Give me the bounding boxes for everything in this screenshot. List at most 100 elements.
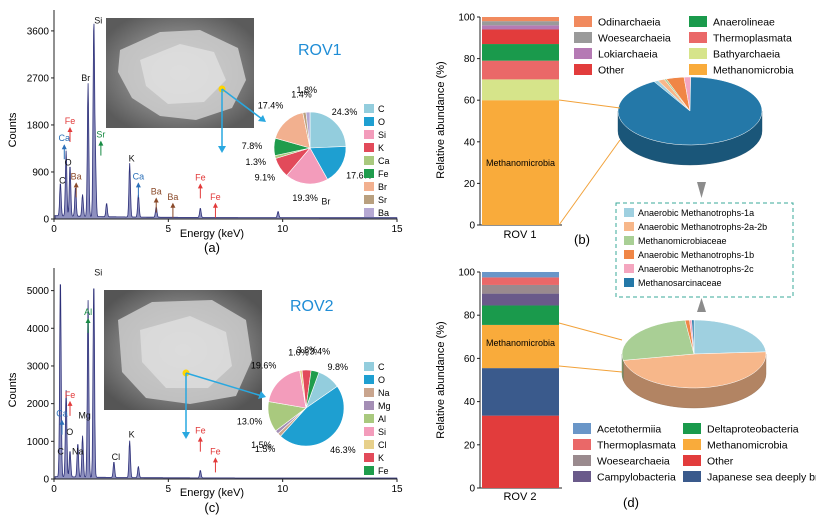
spectrum-c: 0 1000 2000 3000 4000 5000 0 5 10 15 Si Al Fe Ca Mg O K N… bbox=[27, 267, 403, 495]
bar-segment-other bbox=[482, 29, 559, 45]
bar-b-ylabel: Relative abundance (%) bbox=[435, 61, 447, 178]
sem-image-rov1 bbox=[106, 18, 254, 128]
legend-label: O bbox=[378, 375, 385, 385]
y-tick-label: 0 bbox=[43, 475, 49, 486]
legend-swatch bbox=[624, 208, 634, 217]
legend-label: Mg bbox=[378, 401, 391, 411]
legend-label: Methanosarcinaceae bbox=[638, 278, 722, 288]
peak-label: Ba bbox=[151, 187, 162, 197]
y-tick-label: 900 bbox=[32, 167, 49, 178]
legend-label: K bbox=[378, 143, 384, 153]
legend-swatch bbox=[624, 250, 634, 259]
pie-slice-si bbox=[286, 147, 328, 185]
bar-segment-woesearchaeia bbox=[482, 284, 559, 294]
legend-swatch bbox=[364, 414, 374, 423]
pie-value-label: 19.3% bbox=[292, 193, 318, 203]
legend-label: C bbox=[378, 104, 385, 114]
pie3d-slice-methanomicrobiaceae bbox=[621, 320, 695, 361]
methanotroph-legend: Anaerobic Methanotrophs-1a Anaerobic Meth… bbox=[615, 182, 794, 312]
legend-label: Ba bbox=[378, 208, 389, 218]
legend-label: Japanese sea deeply branching clade 1 bbox=[707, 472, 816, 484]
peak-label: Fe bbox=[65, 116, 76, 126]
connector-line bbox=[558, 99, 621, 109]
legend-swatch bbox=[624, 264, 634, 273]
peak-arrowhead bbox=[67, 400, 73, 406]
legend-swatch bbox=[364, 375, 374, 384]
peak-label: Fe bbox=[195, 172, 206, 182]
legend-label: Acetothermiia bbox=[597, 424, 661, 436]
bar-inner-label: Methanomicrobia bbox=[486, 158, 555, 168]
connector-line bbox=[558, 365, 623, 373]
legend-label: Si bbox=[378, 130, 386, 140]
arrow-up bbox=[697, 298, 706, 312]
pie-slice-c bbox=[309, 111, 347, 149]
y-tick-label: 1800 bbox=[27, 120, 50, 131]
legend-swatch bbox=[364, 104, 374, 113]
panel-d-label: (d) bbox=[623, 495, 639, 510]
bar-b-category: ROV 1 bbox=[503, 229, 536, 241]
legend-label: Anaerobic Methanotrophs-2c bbox=[638, 264, 754, 274]
legend-swatch bbox=[689, 32, 707, 43]
pie-value-label: 7.8% bbox=[242, 141, 263, 151]
legend-swatch bbox=[364, 130, 374, 139]
legend-label: Ca bbox=[378, 156, 390, 166]
legend-label: Si bbox=[378, 427, 386, 437]
y-tick-label: 2700 bbox=[27, 73, 50, 84]
peak-label: Br bbox=[321, 196, 330, 206]
pie-value-label: 9.1% bbox=[255, 173, 276, 183]
pie-c: 9.8% 46.3% 1.5%1.5% 13.0% 19.6% 1.0%3.8%3.4% bbox=[237, 345, 356, 455]
pie3d-slice-methanosarcinaceae bbox=[617, 76, 763, 146]
y-tick-label: 100 bbox=[458, 268, 475, 279]
y-tick-label: 3600 bbox=[27, 26, 50, 37]
peak-label: Fe bbox=[210, 192, 221, 202]
legend-label: Other bbox=[598, 65, 625, 77]
legend-label: Fe bbox=[378, 169, 389, 179]
peak-label: Mg bbox=[78, 411, 91, 421]
legend-label: O bbox=[378, 117, 385, 127]
legend-swatch bbox=[364, 156, 374, 165]
legend-label: Methanomicrobia bbox=[707, 440, 788, 452]
legend-swatch bbox=[683, 471, 701, 482]
legend-label: K bbox=[378, 453, 384, 463]
arrows-rov1 bbox=[218, 88, 266, 153]
legend-label: Campylobacteria bbox=[597, 472, 676, 484]
peak-arrowhead bbox=[67, 126, 73, 132]
legend-label: Woesearchaeia bbox=[597, 456, 670, 468]
spectrum-c-xlabel: Energy (keV) bbox=[180, 487, 244, 499]
pie-value-label: 17.6% bbox=[346, 170, 372, 180]
legend-label: Deltaproteobacteria bbox=[707, 424, 799, 436]
bar-segment-methanomicrobia bbox=[482, 324, 559, 369]
connector-line bbox=[558, 322, 623, 341]
y-tick-label: 60 bbox=[464, 96, 476, 107]
pie-value-label: 19.6% bbox=[251, 360, 277, 370]
y-tick-label: 80 bbox=[464, 311, 476, 322]
pie-value-label: 24.3% bbox=[332, 107, 358, 117]
peak-label: Si bbox=[94, 267, 102, 277]
peak-label: Ba bbox=[167, 192, 178, 202]
legend-swatch bbox=[364, 401, 374, 410]
pie-value-label: 1.3% bbox=[246, 157, 267, 167]
peak-label: Fe bbox=[195, 426, 206, 436]
legend-label: Other bbox=[707, 456, 734, 468]
legend-label: C bbox=[378, 362, 385, 372]
peak-label: Na bbox=[72, 446, 84, 456]
bar-d-category: ROV 2 bbox=[503, 491, 536, 503]
spectrum-c-ylabel: Counts bbox=[7, 372, 19, 407]
bar-d: 0 20 40 60 80 100 Methanomicrobia bbox=[458, 268, 562, 495]
y-tick-label: 100 bbox=[458, 13, 475, 24]
peak-label: Fe bbox=[65, 390, 76, 400]
legend-swatch bbox=[364, 169, 374, 178]
pie3d-d bbox=[558, 319, 767, 409]
peak-label: Ca bbox=[133, 171, 145, 181]
peak-arrowhead bbox=[85, 317, 91, 323]
legend-swatch bbox=[364, 195, 374, 204]
pie3d-slice-anaerobic-methanotrophs-2a-2b bbox=[622, 351, 767, 389]
legend-label: Anaerobic Methanotrophs-1a bbox=[638, 208, 754, 218]
x-tick-label: 10 bbox=[277, 484, 289, 495]
legend-swatch bbox=[574, 16, 592, 27]
peak-label: Sr bbox=[96, 130, 105, 140]
legend-label: Anaerolineae bbox=[713, 17, 775, 29]
peak-label: Cl bbox=[112, 452, 121, 462]
